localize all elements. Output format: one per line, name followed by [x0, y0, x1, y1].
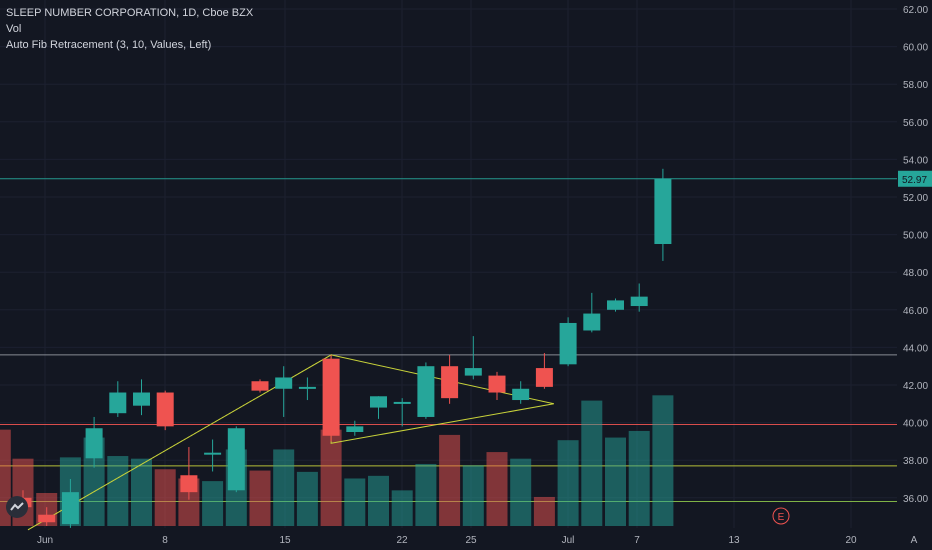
price-tick-label: 50.00	[903, 231, 928, 242]
candle-body	[109, 392, 127, 414]
volume-bars	[0, 395, 674, 526]
price-tick-label: 62.00	[903, 5, 928, 16]
time-axis[interactable]: Jun 8 15 22 25 Jul 7 13 20 A E	[37, 507, 918, 546]
price-tick-label: 36.00	[903, 494, 928, 505]
candle-body	[417, 366, 435, 417]
volume-bar	[533, 496, 555, 526]
candle-body	[346, 426, 364, 432]
volume-bar	[320, 429, 342, 526]
chart-legend: SLEEP NUMBER CORPORATION, 1D, Cboe BZX V…	[6, 5, 253, 53]
candle-body	[583, 313, 601, 331]
price-tick-label: 60.00	[903, 43, 928, 54]
volume-bar	[273, 449, 295, 526]
candle-body	[393, 401, 411, 404]
candle-body	[275, 377, 293, 389]
candle-body	[535, 368, 553, 387]
candle-body	[654, 178, 672, 244]
time-tick-label: Jul	[562, 535, 575, 546]
time-tick-label: Jun	[37, 535, 53, 546]
candle-body	[512, 388, 530, 401]
time-tick-label: 22	[396, 535, 408, 546]
volume-bar	[581, 400, 603, 526]
volume-bar	[131, 458, 152, 526]
price-tick-label: 54.00	[903, 155, 928, 166]
price-tick-label: 56.00	[903, 118, 928, 129]
volume-bar	[83, 437, 105, 526]
price-tick-label: 40.00	[903, 419, 928, 430]
candle-body	[133, 392, 150, 406]
earnings-marker[interactable]: E	[772, 507, 790, 525]
volume-bar	[439, 434, 461, 526]
earnings-icon	[772, 507, 790, 525]
volume-bar	[296, 471, 318, 526]
volume-bar	[415, 463, 437, 526]
candle-body	[488, 375, 506, 393]
volume-bar	[462, 465, 484, 526]
time-tick-label: 15	[279, 535, 291, 546]
candle-body	[607, 300, 624, 310]
current-price-label: 52.97	[902, 175, 927, 186]
candle-body	[227, 428, 245, 491]
time-tick-label: 8	[162, 535, 168, 546]
price-tick-label: 52.00	[903, 193, 928, 204]
price-tick-label: 42.00	[903, 381, 928, 392]
candle-body	[441, 366, 459, 399]
volume-indicator-label[interactable]: Vol	[6, 23, 22, 35]
symbol-title[interactable]: SLEEP NUMBER CORPORATION, 1D, Cboe BZX	[6, 7, 254, 19]
time-tick-label: 13	[728, 535, 740, 546]
candle-body	[251, 381, 269, 391]
candle-body	[204, 452, 222, 455]
volume-bar	[628, 430, 650, 526]
candle-body	[85, 428, 103, 459]
volume-bar	[202, 481, 224, 526]
volume-bar	[510, 458, 532, 526]
volume-bar	[391, 490, 413, 526]
volume-bar	[249, 470, 271, 526]
volume-bar	[486, 452, 508, 526]
volume-bar	[107, 456, 129, 526]
price-tick-label: 58.00	[903, 80, 928, 91]
scale-mode-label[interactable]: A	[911, 535, 918, 546]
candle-body	[464, 368, 482, 376]
time-tick-label: 25	[465, 535, 477, 546]
candle-body	[61, 492, 79, 525]
current-price-tag	[898, 170, 932, 187]
price-axis[interactable]: 62.00 60.00 58.00 56.00 54.00 52.00 50.00 48.00…	[898, 5, 932, 505]
volume-bar	[0, 429, 11, 526]
candle-body	[180, 475, 198, 493]
price-tick-label: 44.00	[903, 343, 928, 354]
fib-pattern	[27, 354, 554, 531]
time-tick-label: 20	[845, 535, 857, 546]
fib-indicator-label[interactable]: Auto Fib Retracement (3, 10, Values, Lef…	[6, 39, 212, 51]
candle-body	[559, 322, 577, 365]
volume-bar	[557, 440, 579, 526]
volume-bar	[605, 437, 626, 526]
candle-body	[630, 296, 648, 307]
candle-body	[322, 358, 340, 436]
candle-body	[38, 514, 56, 523]
candlesticks	[14, 168, 672, 528]
candle-body	[298, 386, 316, 389]
earnings-label: E	[778, 512, 785, 523]
volume-bar	[652, 395, 674, 526]
volume-bar	[344, 478, 366, 526]
price-tick-label: 48.00	[903, 268, 928, 279]
candle-body	[370, 396, 387, 408]
volume-bar	[154, 469, 176, 526]
price-tick-label: 46.00	[903, 306, 928, 317]
time-tick-label: 7	[634, 535, 640, 546]
candle-body	[156, 392, 174, 427]
volume-bar	[368, 475, 389, 526]
tradingview-logo-icon[interactable]	[6, 496, 28, 518]
price-tick-label: 38.00	[903, 456, 928, 467]
